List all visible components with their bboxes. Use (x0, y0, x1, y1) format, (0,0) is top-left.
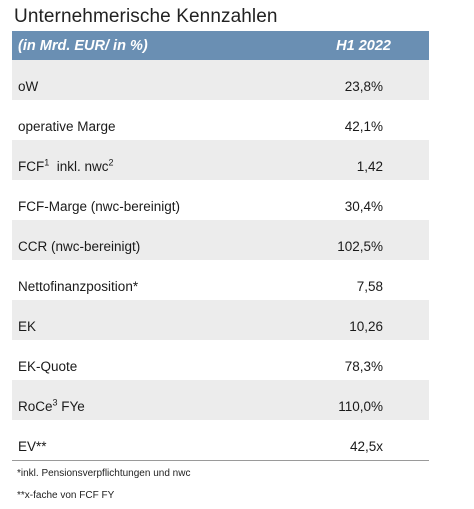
row-label: RoCe3 FYe (12, 397, 263, 420)
row-value: 7,58 (356, 279, 383, 294)
row-label-text: EV** (18, 439, 47, 454)
table-row: EK-Quote 78,3% (12, 340, 429, 380)
row-value: 78,3% (344, 359, 383, 374)
row-label-text: CCR (nwc-bereinigt) (18, 239, 141, 254)
table-body: oW 23,8% operative Marge 42,1% FCF1 inkl. nw… (12, 60, 429, 461)
row-label-superscript: 3 (52, 397, 58, 408)
row-label-suffix-superscript: 2 (108, 157, 114, 168)
row-value: 42,1% (344, 119, 383, 134)
row-label: FCF-Marge (nwc-bereinigt) (12, 199, 263, 220)
row-label: oW (12, 79, 263, 100)
table-row: operative Marge 42,1% (12, 100, 429, 140)
row-label-text: RoCe (18, 399, 53, 414)
kpi-table: (in Mrd. EUR/ in %) H1 2022 oW 23,8% opera… (12, 31, 429, 461)
row-label-suffix: inkl. nwc (49, 159, 109, 174)
row-label-superscript: 1 (44, 157, 50, 168)
row-label: EK (12, 319, 263, 340)
header-period-label: H1 2022 (336, 37, 391, 54)
table-row: EV** 42,5x (12, 420, 429, 461)
row-label: EV** (12, 439, 263, 460)
table-row: Nettofinanzposition* 7,58 (12, 260, 429, 300)
row-label-text: operative Marge (18, 119, 116, 134)
footnote-1: *inkl. Pensionsverpflichtungen und nwc (17, 468, 191, 479)
row-label: FCF1 inkl. nwc2 (12, 157, 263, 180)
table-row: RoCe3 FYe 110,0% (12, 380, 429, 420)
table-row: FCF1 inkl. nwc2 1,42 (12, 140, 429, 180)
row-label-text: oW (18, 79, 39, 94)
row-label-text: EK (18, 319, 37, 334)
row-value: 1,42 (356, 159, 383, 174)
table-row: CCR (nwc-bereinigt) 102,5% (12, 220, 429, 260)
row-label-text: EK-Quote (18, 359, 78, 374)
row-label: operative Marge (12, 119, 263, 140)
row-value: 42,5x (349, 439, 383, 454)
row-value: 23,8% (344, 79, 383, 94)
row-value: 110,0% (338, 399, 383, 414)
row-value: 10,26 (349, 319, 383, 334)
row-label: Nettofinanzposition* (12, 279, 263, 300)
row-label-suffix: FYe (57, 399, 85, 414)
row-label-text: FCF (18, 159, 45, 174)
page-title: Unternehmerische Kennzahlen (14, 6, 278, 27)
header-unit-label: (in Mrd. EUR/ in %) (18, 37, 148, 54)
footnote-2: **x-fache von FCF FY (17, 490, 115, 501)
row-label-text: FCF-Marge (nwc-bereinigt) (18, 199, 181, 214)
row-label-text: Nettofinanzposition* (18, 279, 139, 294)
table-row: FCF-Marge (nwc-bereinigt) 30,4% (12, 180, 429, 220)
row-label: EK-Quote (12, 359, 263, 380)
table-row: oW 23,8% (12, 60, 429, 100)
table-header: (in Mrd. EUR/ in %) H1 2022 (12, 31, 429, 60)
row-label: CCR (nwc-bereinigt) (12, 239, 263, 260)
row-value: 102,5% (337, 239, 383, 254)
row-value: 30,4% (344, 199, 383, 214)
table-row: EK 10,26 (12, 300, 429, 340)
